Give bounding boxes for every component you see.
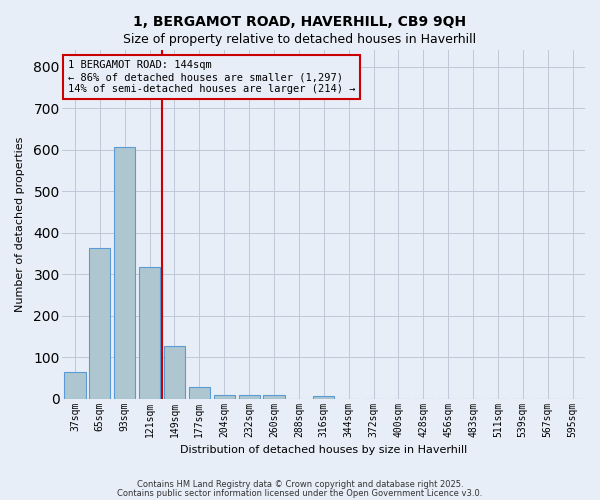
Bar	[189, 387, 210, 398]
Bar	[313, 396, 334, 398]
Bar	[239, 396, 260, 398]
Text: 1, BERGAMOT ROAD, HAVERHILL, CB9 9QH: 1, BERGAMOT ROAD, HAVERHILL, CB9 9QH	[133, 15, 467, 29]
Text: Size of property relative to detached houses in Haverhill: Size of property relative to detached ho…	[124, 32, 476, 46]
Bar	[214, 396, 235, 398]
Bar	[89, 248, 110, 398]
Bar	[64, 372, 86, 398]
Text: Contains HM Land Registry data © Crown copyright and database right 2025.: Contains HM Land Registry data © Crown c…	[137, 480, 463, 489]
X-axis label: Distribution of detached houses by size in Haverhill: Distribution of detached houses by size …	[180, 445, 467, 455]
Y-axis label: Number of detached properties: Number of detached properties	[15, 136, 25, 312]
Bar	[263, 396, 284, 398]
Bar	[139, 267, 160, 398]
Bar	[164, 346, 185, 399]
Bar	[114, 146, 135, 398]
Text: Contains public sector information licensed under the Open Government Licence v3: Contains public sector information licen…	[118, 488, 482, 498]
Text: 1 BERGAMOT ROAD: 144sqm
← 86% of detached houses are smaller (1,297)
14% of semi: 1 BERGAMOT ROAD: 144sqm ← 86% of detache…	[68, 60, 355, 94]
